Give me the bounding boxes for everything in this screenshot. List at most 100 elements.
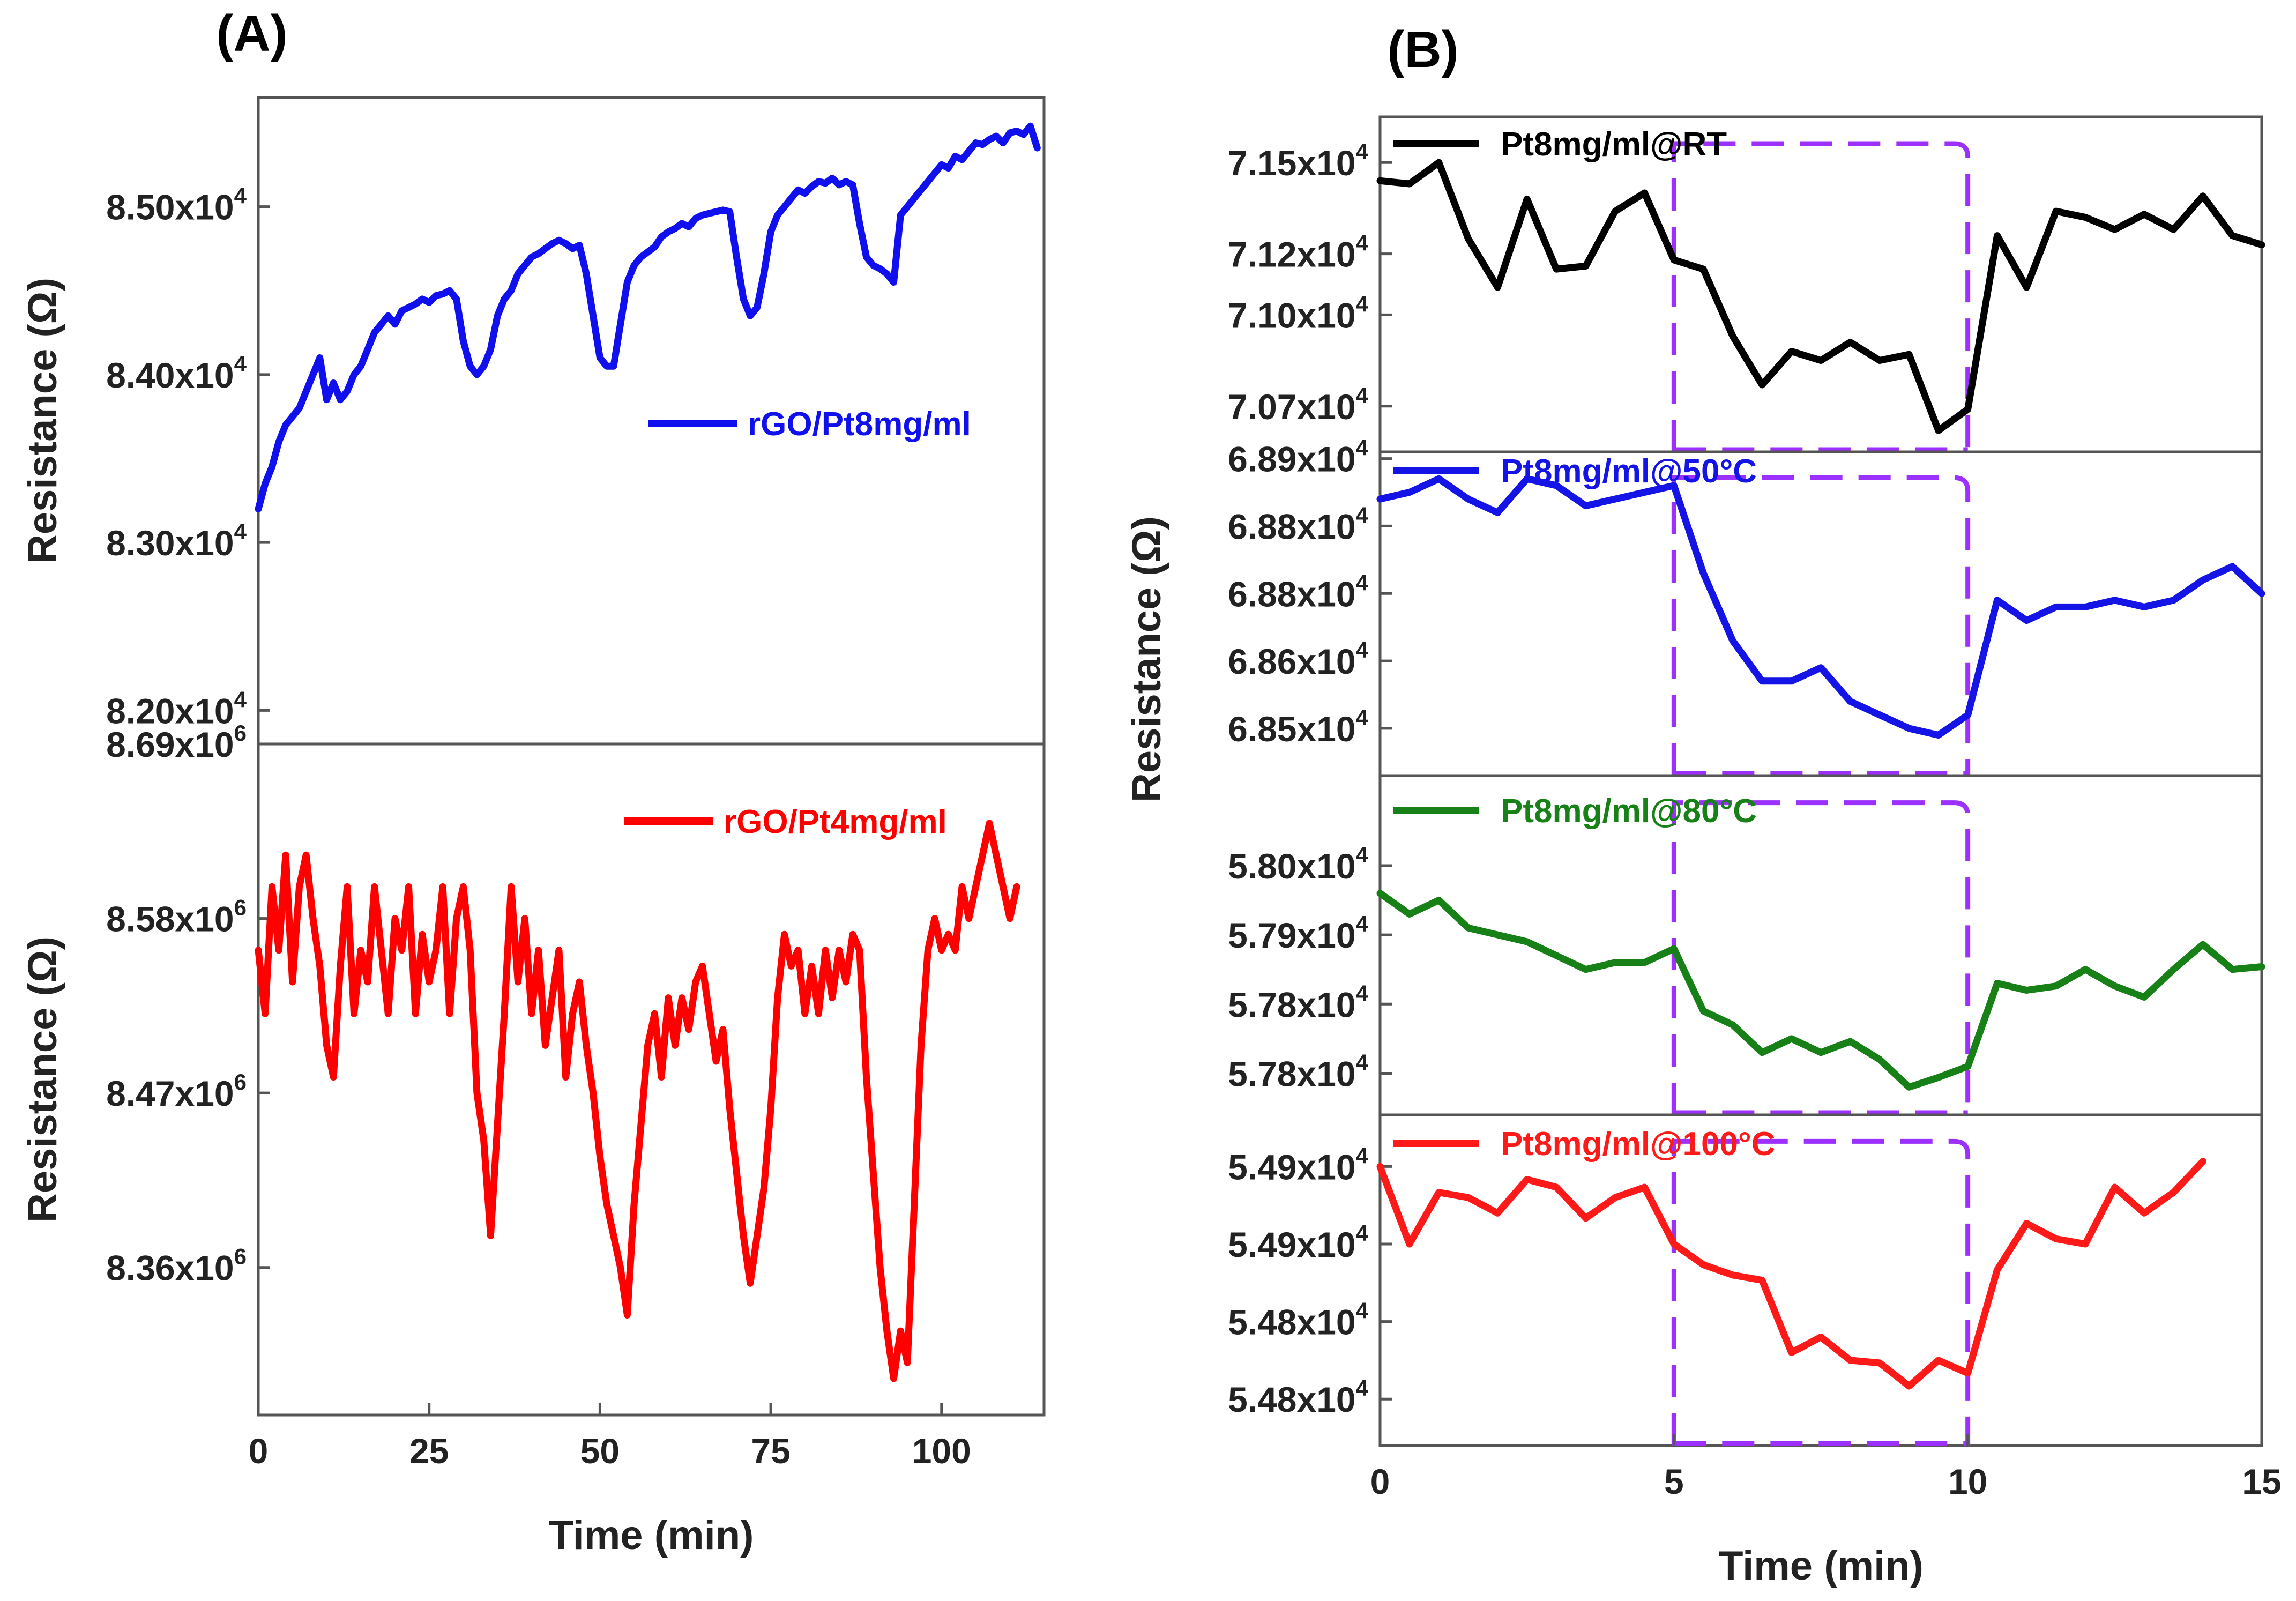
y-tick-label: 8.30x104 (106, 519, 247, 563)
y-tick-mantissa: 8.20x10 (106, 691, 234, 731)
y-tick-mantissa: 8.47x10 (106, 1074, 234, 1113)
y-tick-exponent: 4 (1356, 637, 1369, 662)
series-line-1 (1376, 159, 2265, 434)
y-tick-label: 5.78x104 (1228, 980, 1369, 1024)
x-tick-label: 75 (751, 1431, 790, 1471)
y-tick-mantissa: 7.10x10 (1228, 295, 1356, 335)
y-tick-mantissa: 8.50x10 (106, 188, 234, 227)
y-tick-label: 7.07x104 (1228, 383, 1369, 427)
y-tick-mantissa: 5.79x10 (1228, 915, 1356, 955)
y-tick-exponent: 4 (1356, 911, 1369, 936)
y-tick-label: 8.69x106 (106, 720, 247, 764)
y-tick-exponent: 4 (1356, 1298, 1369, 1323)
x-tick-label: 5 (1664, 1462, 1684, 1501)
subplot-2: 6.85x1046.86x1046.88x1046.88x1046.89x104… (1228, 435, 2265, 777)
y-tick-label: 5.48x104 (1228, 1375, 1369, 1419)
x-tick-label: 100 (912, 1431, 971, 1471)
legend-label: Pt8mg/ml@RT (1501, 126, 1727, 163)
y-tick-mantissa: 5.49x10 (1228, 1225, 1356, 1264)
y-tick-label: 8.20x104 (106, 687, 247, 731)
legend-label: Pt8mg/ml@50°C (1501, 453, 1757, 490)
y-tick-mantissa: 8.58x10 (106, 899, 234, 939)
y-tick-label: 7.15x104 (1228, 139, 1369, 183)
y-tick-exponent: 4 (1356, 570, 1369, 595)
x-tick-label: 0 (249, 1431, 269, 1471)
y-tick-exponent: 4 (234, 687, 247, 712)
panel-a: (A)8.20x1048.30x1048.40x1048.50x104rGO/P… (20, 5, 1046, 1558)
subplot-1: 8.20x1048.30x1048.40x1048.50x104rGO/Pt8m… (106, 96, 1046, 746)
y-tick-mantissa: 6.86x10 (1228, 642, 1356, 681)
x-axis-title: Time (min) (549, 1513, 754, 1558)
y-tick-mantissa: 6.85x10 (1228, 709, 1356, 749)
y-tick-exponent: 4 (234, 183, 247, 208)
y-tick-mantissa: 6.88x10 (1228, 574, 1356, 614)
y-tick-mantissa: 5.78x10 (1228, 985, 1356, 1024)
y-tick-exponent: 4 (1356, 980, 1369, 1006)
y-tick-mantissa: 8.69x10 (106, 725, 234, 764)
y-tick-exponent: 4 (1356, 139, 1369, 164)
y-tick-label: 8.40x104 (106, 351, 247, 395)
y-tick-label: 5.78x104 (1228, 1049, 1369, 1093)
exposure-window-box (1671, 800, 1971, 1115)
y-tick-label: 8.58x106 (106, 895, 247, 939)
legend-label: Pt8mg/ml@100°C (1501, 1126, 1776, 1163)
y-tick-mantissa: 5.48x10 (1228, 1380, 1356, 1419)
exposure-window-box (1671, 475, 1971, 776)
series-line-3 (1376, 890, 2265, 1091)
y-tick-exponent: 4 (1356, 383, 1369, 408)
x-tick-label: 0 (1370, 1462, 1390, 1501)
y-tick-label: 6.89x104 (1228, 435, 1369, 479)
series-line-1 (255, 122, 1041, 512)
y-tick-label: 5.80x104 (1228, 842, 1369, 886)
y-tick-exponent: 4 (234, 519, 247, 544)
panel-label: (A) (216, 5, 287, 62)
y-tick-label: 8.50x104 (106, 183, 247, 227)
y-tick-mantissa: 8.40x10 (106, 355, 234, 395)
y-tick-mantissa: 5.49x10 (1228, 1147, 1356, 1187)
y-tick-exponent: 6 (234, 1244, 247, 1269)
legend-label: rGO/Pt4mg/ml (724, 803, 947, 840)
y-tick-exponent: 4 (1356, 705, 1369, 730)
y-tick-exponent: 4 (1356, 230, 1369, 256)
y-tick-mantissa: 7.07x10 (1228, 387, 1356, 427)
x-axis-title: Time (min) (1718, 1543, 1924, 1589)
y-tick-label: 6.85x104 (1228, 705, 1369, 749)
y-tick-label: 6.88x104 (1228, 502, 1369, 546)
y-tick-label: 5.49x104 (1228, 1220, 1369, 1264)
y-tick-mantissa: 6.89x10 (1228, 440, 1356, 479)
exposure-window-box (1671, 1138, 1971, 1446)
y-tick-exponent: 4 (1356, 435, 1369, 460)
x-tick-label: 25 (409, 1431, 449, 1471)
legend-label: Pt8mg/ml@80°C (1501, 793, 1757, 830)
y-tick-exponent: 4 (1356, 1375, 1369, 1401)
y-tick-exponent: 4 (1356, 1143, 1369, 1168)
subplot-2: 8.36x1068.47x1068.58x1068.69x106rGO/Pt4m… (106, 720, 1046, 1417)
series-line-2 (1376, 475, 2265, 739)
y-tick-exponent: 4 (1356, 842, 1369, 867)
exposure-window-box (1671, 141, 1971, 452)
series-line-2 (255, 820, 1020, 1382)
y-tick-label: 7.12x104 (1228, 230, 1369, 274)
y-tick-mantissa: 6.88x10 (1228, 507, 1356, 546)
subplot-3: 5.78x1045.78x1045.79x1045.80x104Pt8mg/ml… (1228, 774, 2265, 1116)
y-tick-mantissa: 8.36x10 (106, 1248, 234, 1288)
y-tick-label: 8.36x106 (106, 1244, 247, 1288)
y-tick-exponent: 6 (234, 720, 247, 746)
y-tick-label: 5.49x104 (1228, 1143, 1369, 1187)
series-line-4 (1376, 1158, 2206, 1390)
y-axis-title: Resistance (Ω) (20, 936, 65, 1223)
x-tick-label: 15 (2242, 1462, 2281, 1501)
y-tick-exponent: 4 (1356, 291, 1369, 316)
plot-frame (1378, 1113, 2263, 1447)
plot-frame (257, 742, 1046, 1417)
plot-frame (1378, 115, 2263, 453)
y-tick-exponent: 6 (234, 895, 247, 920)
y-tick-mantissa: 8.30x10 (106, 523, 234, 563)
y-axis-title: Resistance (Ω) (1124, 516, 1169, 802)
y-tick-exponent: 4 (1356, 1049, 1369, 1075)
y-tick-mantissa: 5.80x10 (1228, 846, 1356, 886)
y-tick-label: 5.48x104 (1228, 1298, 1369, 1342)
